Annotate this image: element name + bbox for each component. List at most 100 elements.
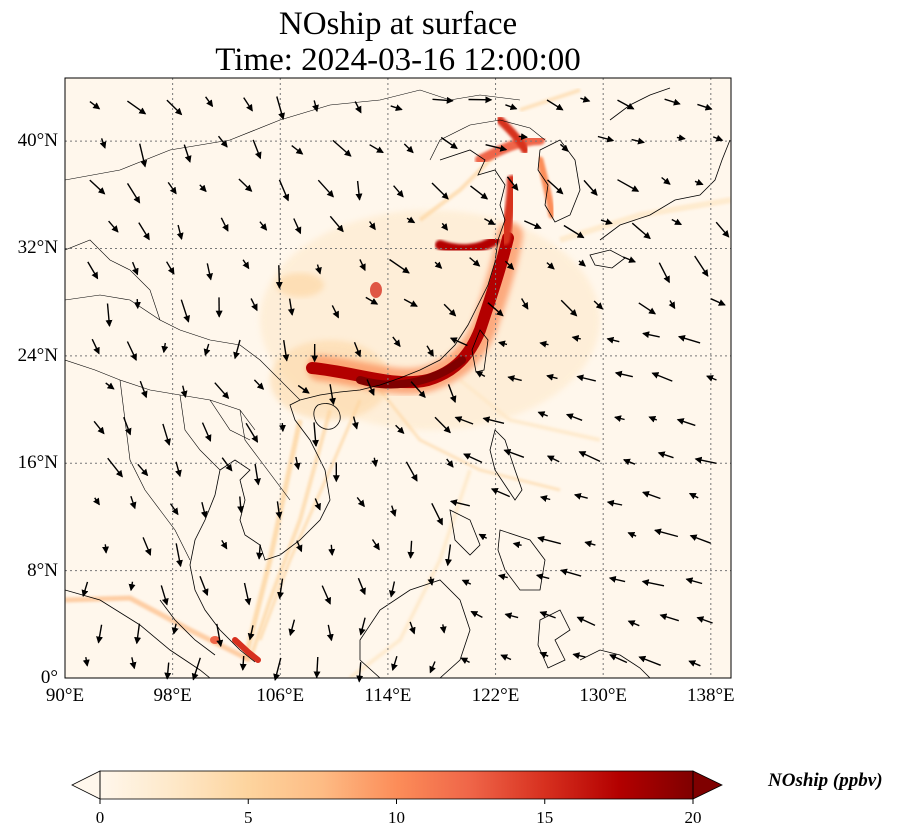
wind-arrow [642, 331, 660, 339]
wind-arrow [560, 568, 582, 577]
wind-arrow [710, 298, 726, 306]
wind-arrow [506, 176, 519, 191]
wind-arrow [641, 579, 665, 587]
wind-arrow [470, 185, 489, 200]
wind-arrow [180, 385, 188, 398]
wind-arrow [93, 497, 100, 506]
wind-arrow [622, 256, 637, 263]
wind-arrow [242, 259, 250, 270]
wind-arrow [677, 334, 701, 344]
wind-arrow [315, 264, 322, 275]
wind-arrow [583, 179, 598, 196]
wind-arrow [685, 577, 703, 585]
wind-arrow [393, 185, 404, 198]
wind-arrow [461, 579, 472, 586]
wind-arrow [609, 654, 628, 664]
wind-arrow [546, 99, 564, 111]
wind-arrow [128, 581, 136, 592]
wind-arrow [658, 262, 670, 284]
wind-arrow [329, 384, 336, 406]
x-tick-label: 122°E [471, 685, 520, 706]
wind-arrow [247, 625, 255, 641]
colorbar-tick-label: 20 [684, 808, 702, 827]
wind-arrow [539, 495, 551, 502]
wind-arrow [238, 178, 253, 192]
wind-arrow [138, 222, 150, 241]
wind-arrow [571, 334, 581, 342]
y-tick-label: 8°N [27, 559, 58, 581]
wind-arrow [131, 261, 139, 276]
wind-arrow [608, 575, 626, 583]
wind-arrow [206, 263, 213, 281]
wind-arrow [332, 139, 352, 157]
wind-arrow [504, 612, 519, 620]
wind-arrow [537, 535, 561, 545]
wind-arrow [180, 299, 190, 323]
wind-arrow [239, 655, 247, 671]
wind-arrow [617, 179, 640, 192]
wind-arrow [365, 296, 379, 305]
wind-arrow [498, 340, 508, 348]
wind-arrow [102, 544, 110, 554]
wind-arrow [580, 95, 591, 103]
wind-arrow [614, 415, 625, 423]
wind-arrow [199, 575, 209, 597]
wind-arrow [627, 620, 640, 627]
wind-arrow [648, 415, 658, 423]
wind-arrow [475, 371, 486, 378]
y-tick-label: 16°N [17, 452, 58, 474]
wind-arrow [216, 623, 224, 648]
wind-arrow [539, 651, 549, 659]
wind-arrow [546, 373, 558, 381]
wind-arrow [573, 492, 588, 500]
wind-arrow [507, 375, 522, 382]
wind-arrow [606, 499, 623, 507]
wind-arrow [358, 617, 366, 636]
wind-arrow [326, 624, 334, 642]
wind-arrow [403, 298, 418, 307]
wind-arrow [371, 457, 379, 468]
wind-arrow [126, 100, 147, 115]
wind-arrow [546, 262, 555, 270]
x-tick-label: 138°E [686, 685, 735, 706]
wind-arrow [706, 375, 717, 382]
wind-arrow [654, 528, 679, 538]
wind-arrow [312, 422, 319, 447]
wind-arrow [432, 96, 454, 104]
wind-arrow [220, 539, 228, 550]
x-tick-label: 130°E [579, 685, 628, 706]
wind-arrow [331, 305, 340, 319]
wind-arrow [126, 341, 137, 362]
wind-arrow [237, 496, 245, 514]
wind-arrow [431, 182, 449, 200]
wind-arrow [134, 623, 142, 645]
wind-arrow [355, 180, 363, 201]
wind-arrow [431, 502, 443, 526]
wind-arrow [469, 257, 481, 267]
wind-arrow [407, 540, 415, 559]
wind-arrow [460, 657, 470, 664]
wind-arrow [96, 624, 103, 644]
wind-arrow [518, 133, 528, 141]
colorbar-tick-label: 15 [536, 808, 554, 827]
wind-arrow [201, 422, 212, 442]
wind-arrow [278, 179, 290, 202]
wind-arrow [661, 176, 671, 185]
wind-arrow [93, 420, 105, 435]
wind-arrow [403, 143, 414, 154]
wind-arrow [161, 342, 169, 354]
y-tick-label: 32°N [17, 237, 58, 259]
wind-arrow [275, 501, 283, 519]
wind-arrow [482, 416, 505, 424]
wind-arrow [245, 422, 259, 443]
wind-arrow [694, 456, 717, 464]
wind-arrow [288, 619, 296, 637]
wind-arrow [129, 495, 137, 510]
wind-arrow [105, 382, 115, 390]
wind-arrow [371, 539, 380, 551]
wind-arrow [329, 215, 344, 233]
wind-arrow [359, 259, 366, 272]
coastlines [65, 87, 731, 678]
wind-arrow [696, 616, 713, 624]
wind-arrow [282, 339, 290, 362]
